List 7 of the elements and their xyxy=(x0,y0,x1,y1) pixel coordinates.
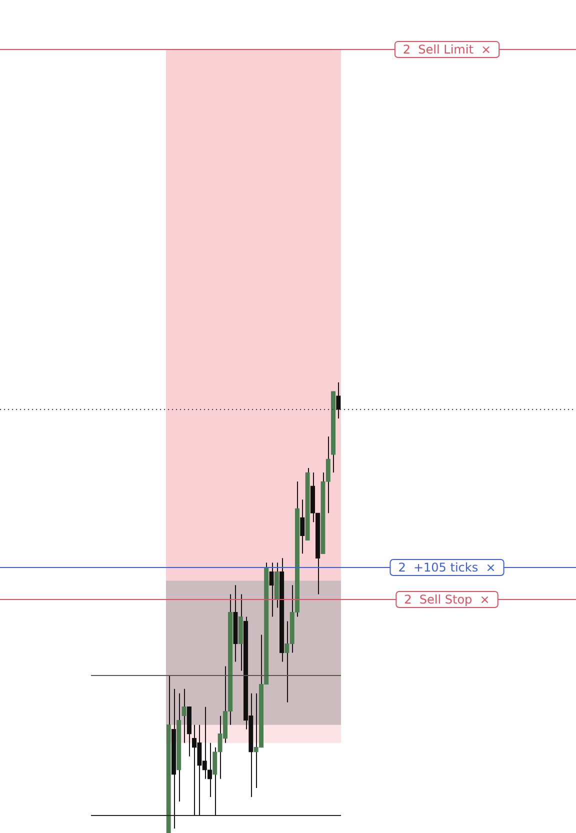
ref-line-label: 2 Sell Limit × xyxy=(402,42,492,57)
ref-line-label: 2 Sell Stop × xyxy=(404,592,490,607)
ref-line-label: 2 +105 ticks × xyxy=(398,560,496,575)
candlestick xyxy=(336,382,341,419)
candlestick xyxy=(269,562,274,618)
candlestick xyxy=(300,499,305,554)
candlestick xyxy=(326,436,330,514)
